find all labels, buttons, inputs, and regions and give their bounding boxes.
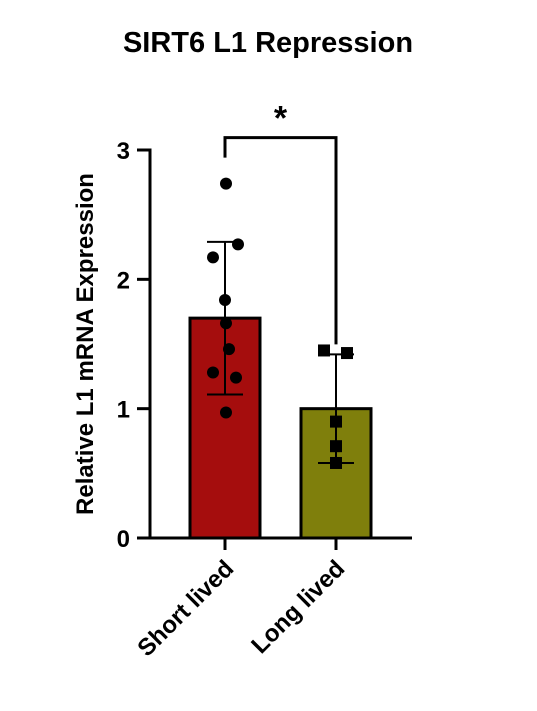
x-tick-label: Long lived [246, 555, 350, 659]
significance-label: * [274, 100, 288, 138]
y-axis-label: Relative L1 mRNA Expression [72, 173, 99, 515]
y-tick-label: 3 [117, 138, 130, 165]
data-point [318, 344, 330, 357]
data-point [341, 347, 353, 360]
data-point [223, 343, 235, 356]
y-tick-label: 2 [117, 267, 130, 294]
data-point [220, 406, 232, 419]
significance-bracket [223, 136, 338, 345]
data-point [220, 317, 232, 330]
data-point [330, 440, 342, 453]
y-tick-label: 1 [117, 397, 130, 424]
chart-title: SIRT6 L1 Repression [123, 27, 413, 59]
data-point [230, 371, 242, 384]
y-tick-label: 0 [117, 526, 130, 553]
data-point [232, 238, 244, 251]
x-tick-label: Short lived [132, 555, 239, 662]
data-point [219, 294, 231, 307]
data-point [330, 456, 342, 469]
data-point [330, 415, 342, 428]
data-point [207, 366, 219, 379]
data-point [220, 177, 232, 190]
data-point [207, 251, 219, 264]
